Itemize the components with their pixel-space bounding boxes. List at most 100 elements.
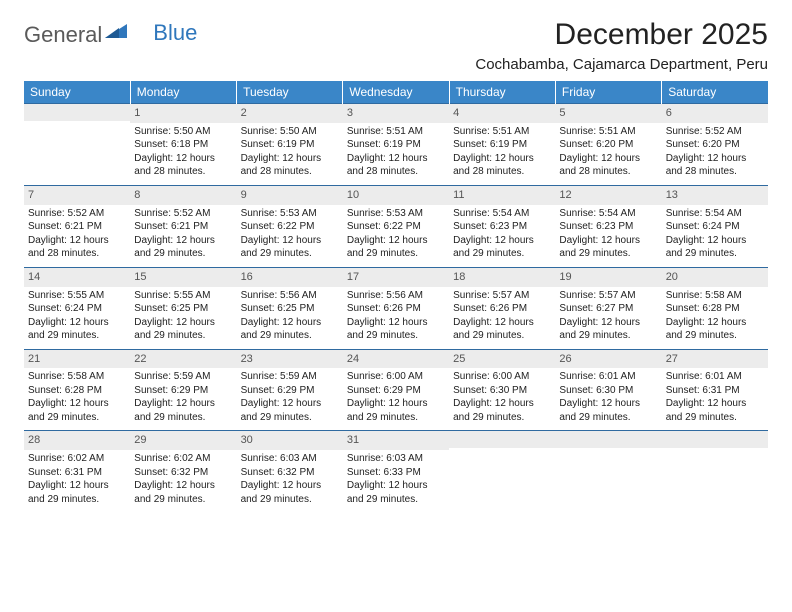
sunset-text: Sunset: 6:30 PM [559,384,657,398]
sunrise-text: Sunrise: 5:52 AM [666,125,764,139]
daylight-text: Daylight: 12 hours [347,234,445,248]
month-title: December 2025 [475,18,768,52]
daylight-text: Daylight: 12 hours [28,234,126,248]
daylight-text: Daylight: 12 hours [453,234,551,248]
calendar-row: 28Sunrise: 6:02 AMSunset: 6:31 PMDayligh… [24,431,768,512]
sunrise-text: Sunrise: 5:55 AM [134,289,232,303]
day-header: Saturday [662,81,768,104]
daylight-text: and 28 minutes. [559,165,657,179]
sunset-text: Sunset: 6:20 PM [666,138,764,152]
calendar-cell: 19Sunrise: 5:57 AMSunset: 6:27 PMDayligh… [555,267,661,349]
sunrise-text: Sunrise: 5:57 AM [453,289,551,303]
sunset-text: Sunset: 6:29 PM [347,384,445,398]
sunset-text: Sunset: 6:21 PM [134,220,232,234]
sunrise-text: Sunrise: 5:50 AM [241,125,339,139]
daylight-text: Daylight: 12 hours [347,479,445,493]
sunset-text: Sunset: 6:25 PM [241,302,339,316]
sunset-text: Sunset: 6:19 PM [347,138,445,152]
calendar-cell: 8Sunrise: 5:52 AMSunset: 6:21 PMDaylight… [130,185,236,267]
daylight-text: and 29 minutes. [453,411,551,425]
day-number: 17 [343,268,449,287]
daylight-text: and 29 minutes. [241,247,339,261]
daylight-text: Daylight: 12 hours [241,479,339,493]
sunset-text: Sunset: 6:30 PM [453,384,551,398]
sunset-text: Sunset: 6:29 PM [134,384,232,398]
day-number: 2 [237,104,343,123]
sunrise-text: Sunrise: 5:58 AM [666,289,764,303]
sunrise-text: Sunrise: 6:02 AM [28,452,126,466]
sunrise-text: Sunrise: 6:00 AM [453,370,551,384]
sunset-text: Sunset: 6:24 PM [28,302,126,316]
daylight-text: and 29 minutes. [666,411,764,425]
day-header: Tuesday [237,81,343,104]
sunrise-text: Sunrise: 5:51 AM [347,125,445,139]
daylight-text: and 29 minutes. [134,329,232,343]
empty-day-fill [449,431,555,448]
calendar-cell: 17Sunrise: 5:56 AMSunset: 6:26 PMDayligh… [343,267,449,349]
daylight-text: and 28 minutes. [453,165,551,179]
calendar-page: General Blue December 2025 Cochabamba, C… [0,0,792,530]
calendar-body: 1Sunrise: 5:50 AMSunset: 6:18 PMDaylight… [24,104,768,513]
calendar-cell: 9Sunrise: 5:53 AMSunset: 6:22 PMDaylight… [237,185,343,267]
daylight-text: and 28 minutes. [134,165,232,179]
sunset-text: Sunset: 6:22 PM [241,220,339,234]
sunrise-text: Sunrise: 5:57 AM [559,289,657,303]
daylight-text: and 29 minutes. [134,411,232,425]
day-header: Friday [555,81,661,104]
daylight-text: and 29 minutes. [28,493,126,507]
daylight-text: and 29 minutes. [559,411,657,425]
day-number: 18 [449,268,555,287]
day-number: 31 [343,431,449,450]
daylight-text: Daylight: 12 hours [134,152,232,166]
calendar-cell [24,104,130,186]
calendar-cell: 18Sunrise: 5:57 AMSunset: 6:26 PMDayligh… [449,267,555,349]
sunset-text: Sunset: 6:32 PM [134,466,232,480]
daylight-text: and 29 minutes. [559,247,657,261]
sunrise-text: Sunrise: 6:03 AM [347,452,445,466]
calendar-cell: 24Sunrise: 6:00 AMSunset: 6:29 PMDayligh… [343,349,449,431]
sunset-text: Sunset: 6:31 PM [28,466,126,480]
empty-day-fill [555,431,661,448]
sunset-text: Sunset: 6:23 PM [453,220,551,234]
daylight-text: Daylight: 12 hours [241,397,339,411]
daylight-text: and 29 minutes. [241,493,339,507]
calendar-cell: 13Sunrise: 5:54 AMSunset: 6:24 PMDayligh… [662,185,768,267]
daylight-text: Daylight: 12 hours [559,234,657,248]
sunrise-text: Sunrise: 5:53 AM [347,207,445,221]
location-subtitle: Cochabamba, Cajamarca Department, Peru [475,56,768,73]
sunset-text: Sunset: 6:26 PM [347,302,445,316]
sunrise-text: Sunrise: 5:58 AM [28,370,126,384]
logo-triangle-icon [105,22,127,43]
day-number: 7 [24,186,130,205]
daylight-text: Daylight: 12 hours [453,152,551,166]
daylight-text: Daylight: 12 hours [453,316,551,330]
sunrise-text: Sunrise: 5:56 AM [347,289,445,303]
day-number: 3 [343,104,449,123]
calendar-cell: 2Sunrise: 5:50 AMSunset: 6:19 PMDaylight… [237,104,343,186]
daylight-text: Daylight: 12 hours [559,316,657,330]
calendar-cell: 28Sunrise: 6:02 AMSunset: 6:31 PMDayligh… [24,431,130,512]
daylight-text: Daylight: 12 hours [241,316,339,330]
sunset-text: Sunset: 6:24 PM [666,220,764,234]
sunset-text: Sunset: 6:22 PM [347,220,445,234]
daylight-text: Daylight: 12 hours [241,234,339,248]
day-number: 24 [343,350,449,369]
daylight-text: Daylight: 12 hours [134,234,232,248]
calendar-cell: 5Sunrise: 5:51 AMSunset: 6:20 PMDaylight… [555,104,661,186]
day-number: 23 [237,350,343,369]
calendar-cell: 23Sunrise: 5:59 AMSunset: 6:29 PMDayligh… [237,349,343,431]
daylight-text: and 29 minutes. [241,329,339,343]
calendar-row: 21Sunrise: 5:58 AMSunset: 6:28 PMDayligh… [24,349,768,431]
day-number: 13 [662,186,768,205]
sunrise-text: Sunrise: 6:02 AM [134,452,232,466]
calendar-cell: 30Sunrise: 6:03 AMSunset: 6:32 PMDayligh… [237,431,343,512]
calendar-cell [449,431,555,512]
daylight-text: and 29 minutes. [347,411,445,425]
day-number: 21 [24,350,130,369]
calendar-cell: 27Sunrise: 6:01 AMSunset: 6:31 PMDayligh… [662,349,768,431]
daylight-text: Daylight: 12 hours [559,152,657,166]
sunrise-text: Sunrise: 5:55 AM [28,289,126,303]
calendar-cell: 11Sunrise: 5:54 AMSunset: 6:23 PMDayligh… [449,185,555,267]
sunset-text: Sunset: 6:27 PM [559,302,657,316]
calendar-cell: 7Sunrise: 5:52 AMSunset: 6:21 PMDaylight… [24,185,130,267]
